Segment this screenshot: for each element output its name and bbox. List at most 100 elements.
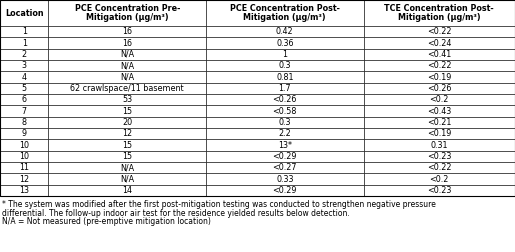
Bar: [48, 185, 206, 196]
Text: N/A: N/A: [120, 61, 134, 70]
Bar: [0, 94, 48, 105]
Bar: [206, 71, 364, 83]
Bar: [206, 60, 364, 71]
Text: 1: 1: [22, 27, 27, 36]
Bar: [364, 0, 515, 26]
Bar: [206, 117, 364, 128]
Bar: [48, 26, 206, 37]
Text: 1: 1: [22, 39, 27, 47]
Text: <0.22: <0.22: [427, 61, 452, 70]
Text: <0.22: <0.22: [427, 27, 452, 36]
Text: 15: 15: [122, 107, 132, 115]
Bar: [48, 105, 206, 117]
Text: 13: 13: [19, 186, 29, 195]
Bar: [364, 37, 515, 49]
Text: <0.22: <0.22: [427, 163, 452, 172]
Text: <0.26: <0.26: [272, 95, 297, 104]
Bar: [206, 83, 364, 94]
Bar: [364, 105, 515, 117]
Bar: [364, 26, 515, 37]
Bar: [206, 94, 364, 105]
Bar: [0, 105, 48, 117]
Bar: [0, 128, 48, 139]
Text: N/A: N/A: [120, 73, 134, 81]
Bar: [364, 49, 515, 60]
Bar: [48, 128, 206, 139]
Text: N/A: N/A: [120, 50, 134, 59]
Bar: [364, 94, 515, 105]
Text: 11: 11: [19, 163, 29, 172]
Text: 8: 8: [22, 118, 27, 127]
Text: N/A = Not measured (pre-emptive mitigation location): N/A = Not measured (pre-emptive mitigati…: [2, 217, 211, 226]
Bar: [0, 151, 48, 162]
Text: 14: 14: [122, 186, 132, 195]
Bar: [0, 185, 48, 196]
Bar: [48, 117, 206, 128]
Bar: [0, 60, 48, 71]
Bar: [0, 162, 48, 173]
Text: 1.7: 1.7: [279, 84, 291, 93]
Text: <0.23: <0.23: [427, 152, 452, 161]
Bar: [0, 49, 48, 60]
Bar: [364, 71, 515, 83]
Bar: [206, 49, 364, 60]
Text: <0.58: <0.58: [272, 107, 297, 115]
Text: 10: 10: [19, 141, 29, 149]
Bar: [0, 71, 48, 83]
Text: <0.19: <0.19: [427, 73, 452, 81]
Text: differential. The follow-up indoor air test for the residence yielded results be: differential. The follow-up indoor air t…: [2, 208, 350, 217]
Bar: [206, 105, 364, 117]
Text: 0.3: 0.3: [279, 118, 291, 127]
Text: 0.42: 0.42: [276, 27, 294, 36]
Text: 6: 6: [22, 95, 27, 104]
Bar: [206, 26, 364, 37]
Bar: [48, 173, 206, 185]
Text: 53: 53: [122, 95, 132, 104]
Bar: [364, 151, 515, 162]
Text: 12: 12: [19, 174, 29, 183]
Bar: [48, 0, 206, 26]
Text: <0.24: <0.24: [427, 39, 452, 47]
Text: 10: 10: [19, 152, 29, 161]
Bar: [0, 0, 515, 196]
Bar: [48, 37, 206, 49]
Text: 2.2: 2.2: [279, 129, 291, 138]
Text: 0.36: 0.36: [276, 39, 294, 47]
Text: 12: 12: [122, 129, 132, 138]
Text: TCE Concentration Post-
Mitigation (μg/m³): TCE Concentration Post- Mitigation (μg/m…: [385, 4, 494, 22]
Bar: [364, 162, 515, 173]
Text: 2: 2: [22, 50, 27, 59]
Bar: [48, 139, 206, 151]
Text: 16: 16: [122, 39, 132, 47]
Bar: [364, 128, 515, 139]
Bar: [206, 139, 364, 151]
Text: 13*: 13*: [278, 141, 292, 149]
Text: 15: 15: [122, 152, 132, 161]
Text: <0.41: <0.41: [427, 50, 452, 59]
Text: <0.43: <0.43: [427, 107, 452, 115]
Text: 20: 20: [122, 118, 132, 127]
Bar: [364, 173, 515, 185]
Bar: [364, 83, 515, 94]
Text: <0.26: <0.26: [427, 84, 452, 93]
Text: 0.33: 0.33: [276, 174, 294, 183]
Bar: [206, 162, 364, 173]
Text: 5: 5: [22, 84, 27, 93]
Bar: [364, 139, 515, 151]
Text: 16: 16: [122, 27, 132, 36]
Bar: [364, 60, 515, 71]
Bar: [364, 117, 515, 128]
Text: N/A: N/A: [120, 163, 134, 172]
Text: <0.19: <0.19: [427, 129, 452, 138]
Bar: [206, 185, 364, 196]
Bar: [364, 185, 515, 196]
Bar: [0, 117, 48, 128]
Bar: [0, 37, 48, 49]
Text: 1: 1: [282, 50, 287, 59]
Bar: [206, 128, 364, 139]
Text: 7: 7: [22, 107, 27, 115]
Text: 0.81: 0.81: [276, 73, 294, 81]
Bar: [0, 139, 48, 151]
Bar: [48, 60, 206, 71]
Bar: [48, 94, 206, 105]
